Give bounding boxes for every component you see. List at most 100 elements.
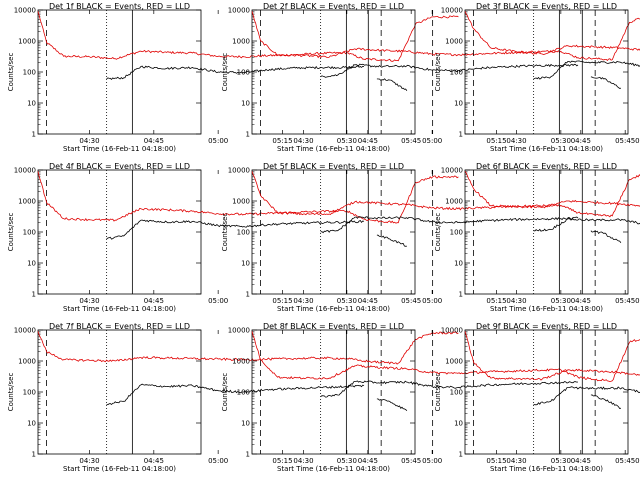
y-tick-label: 100 <box>237 229 250 237</box>
y-tick-label: 1000 <box>18 198 36 206</box>
y-tick-label: 10000 <box>14 327 36 335</box>
events-series-line <box>320 380 579 398</box>
y-tick-label: 10000 <box>441 327 463 335</box>
y-tick-label: 1000 <box>445 198 463 206</box>
panel-title: Det 6f BLACK = Events, RED = LLD <box>476 162 617 171</box>
lld-series-line <box>464 331 640 381</box>
y-tick-label: 10 <box>454 420 463 428</box>
y-tick-label: 10000 <box>441 7 463 15</box>
x-tick-label: 05:45 <box>615 457 635 465</box>
y-tick-label: 1000 <box>18 358 36 366</box>
lld-series-line <box>251 11 640 61</box>
events-series-line <box>376 234 407 247</box>
x-axis-label: Start Time (16-Feb-11 04:18:00) <box>490 465 603 473</box>
y-tick-label: 10 <box>241 420 250 428</box>
y-tick-label: 1 <box>246 131 250 139</box>
x-tick-label: 05:15 <box>272 137 292 145</box>
events-series-line <box>106 65 365 80</box>
events-series-line <box>533 386 640 406</box>
y-tick-label: 10 <box>27 100 36 108</box>
panel-9: Det 9f BLACK = Events, RED = LLD 1 10 100 10… <box>434 322 640 473</box>
x-tick-label: 04:45 <box>144 137 164 145</box>
x-tick-label: 05:00 <box>208 297 228 305</box>
lld-series-line <box>464 171 640 209</box>
x-tick-label: 04:45 <box>144 297 164 305</box>
events-series-line <box>320 63 579 78</box>
panel-title: Det 2f BLACK = Events, RED = LLD <box>263 2 404 11</box>
y-tick-label: 100 <box>450 389 463 397</box>
y-tick-label: 10 <box>27 260 36 268</box>
panel-5: Det 5f BLACK = Events, RED = LLD11010010… <box>221 162 640 313</box>
x-axis-label: Start Time (16-Feb-11 04:18:00) <box>63 305 176 313</box>
lld-series-line <box>37 331 459 365</box>
y-axis-label: Counts/sec <box>221 53 229 92</box>
y-tick-label: 1 <box>32 131 36 139</box>
x-tick-label: 05:00 <box>422 137 442 145</box>
x-axis-label: Start Time (16-Feb-11 04:18:00) <box>277 465 390 473</box>
y-tick-label: 100 <box>450 229 463 237</box>
x-axis-label: Start Time (16-Feb-11 04:18:00) <box>63 465 176 473</box>
y-axis-label: Counts/sec <box>434 53 442 92</box>
plot-frame <box>251 329 416 455</box>
x-tick-label: 05:00 <box>635 137 640 145</box>
panel-1: Det 1f BLACK = Events, RED = LLD11010010… <box>7 2 459 153</box>
y-tick-label: 10 <box>241 100 250 108</box>
y-tick-label: 1 <box>32 451 36 459</box>
y-tick-label: 1000 <box>232 38 250 46</box>
y-axis-label: Counts/sec <box>7 213 15 252</box>
y-axis-label: Counts/sec <box>7 53 15 92</box>
x-tick-label: 04:45 <box>571 297 591 305</box>
y-tick-label: 1000 <box>445 38 463 46</box>
x-tick-label: 05:30 <box>551 297 571 305</box>
x-tick-label: 04:30 <box>293 137 313 145</box>
x-tick-label: 04:30 <box>293 297 313 305</box>
y-tick-label: 10000 <box>14 167 36 175</box>
x-tick-label: 04:45 <box>358 137 378 145</box>
events-series-line <box>533 60 640 80</box>
x-tick-label: 05:45 <box>401 137 421 145</box>
x-tick-label: 04:30 <box>506 457 526 465</box>
x-tick-label: 05:30 <box>551 457 571 465</box>
x-tick-label: 04:30 <box>79 137 99 145</box>
panel-title: Det 7f BLACK = Events, RED = LLD <box>49 322 190 331</box>
panel-title: Det 5f BLACK = Events, RED = LLD <box>263 162 404 171</box>
panel-title: Det 9f BLACK = Events, RED = LLD <box>476 322 617 331</box>
lld-series-line <box>464 11 640 55</box>
x-axis-label: Start Time (16-Feb-11 04:18:00) <box>490 305 603 313</box>
y-tick-label: 10000 <box>228 167 250 175</box>
x-tick-label: 05:30 <box>551 137 571 145</box>
y-tick-label: 10 <box>27 420 36 428</box>
y-tick-label: 1000 <box>232 198 250 206</box>
y-tick-label: 1000 <box>232 358 250 366</box>
x-tick-label: 05:15 <box>272 297 292 305</box>
y-tick-label: 100 <box>23 389 36 397</box>
events-series-line <box>106 219 365 240</box>
x-tick-label: 05:45 <box>401 457 421 465</box>
panel-8: Det 8f BLACK = Events, RED = LLD11010010… <box>221 322 640 473</box>
y-axis-label: Counts/sec <box>221 213 229 252</box>
x-tick-label: 05:45 <box>401 297 421 305</box>
y-axis-label: Counts/sec <box>221 373 229 412</box>
plot-frame <box>251 9 416 135</box>
panel-6: Det 6f BLACK = Events, RED = LLD 1 10 100 10… <box>434 162 640 313</box>
panel-2: Det 2f BLACK = Events, RED = LLD 1 10 100 10… <box>221 2 640 153</box>
x-tick-label: 05:00 <box>635 457 640 465</box>
events-series-line <box>106 383 365 406</box>
y-tick-label: 100 <box>450 69 463 77</box>
x-tick-label: 04:45 <box>571 457 591 465</box>
x-tick-label: 05:00 <box>208 137 228 145</box>
x-tick-label: 04:45 <box>571 137 591 145</box>
x-axis-label: Start Time (16-Feb-11 04:18:00) <box>277 305 390 313</box>
x-tick-label: 04:30 <box>506 297 526 305</box>
panel-3: Det 3f BLACK = Events, RED = LLD 1 10 100 10… <box>434 2 640 153</box>
x-tick-label: 05:00 <box>422 457 442 465</box>
y-axis-label: Counts/sec <box>434 373 442 412</box>
x-tick-label: 05:45 <box>615 297 635 305</box>
y-tick-label: 100 <box>23 69 36 77</box>
x-tick-label: 05:00 <box>422 297 442 305</box>
panel-title: Det 3f BLACK = Events, RED = LLD <box>476 2 617 11</box>
y-axis-label: Counts/sec <box>434 213 442 252</box>
plot-frame <box>464 9 629 135</box>
events-series-line <box>320 216 579 234</box>
